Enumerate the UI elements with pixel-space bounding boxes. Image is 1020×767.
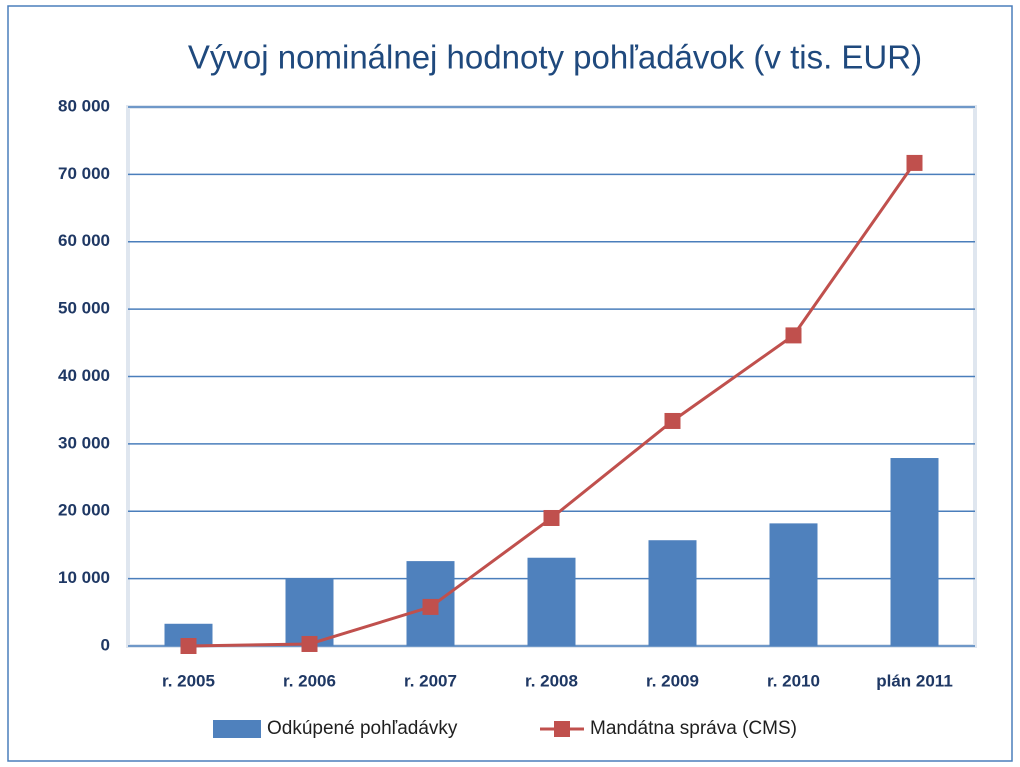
- x-tick-label: r. 2007: [404, 671, 457, 690]
- y-tick-label: 0: [101, 635, 110, 654]
- y-tick-label: 70 000: [58, 164, 110, 183]
- marker: [301, 635, 318, 652]
- bar: [890, 458, 939, 646]
- marker: [785, 327, 802, 344]
- marker: [543, 509, 560, 526]
- bar: [285, 578, 334, 646]
- bar: [164, 623, 213, 646]
- x-tick-label: r. 2009: [646, 671, 699, 690]
- bar: [769, 523, 818, 646]
- legend-label: Mandátna správa (CMS): [590, 718, 797, 739]
- y-tick-label: 40 000: [58, 366, 110, 385]
- x-tick-label: r. 2006: [283, 671, 336, 690]
- y-tick-label: 30 000: [58, 433, 110, 452]
- x-tick-label: plán 2011: [876, 671, 953, 690]
- legend-swatch: [213, 720, 261, 738]
- legend-label: Odkúpené pohľadávky: [267, 718, 458, 739]
- x-tick-label: r. 2008: [525, 671, 578, 690]
- bar: [648, 540, 697, 646]
- x-tick-label: r. 2010: [767, 671, 820, 690]
- y-tick-label: 60 000: [58, 231, 110, 250]
- chart-title: Vývoj nominálnej hodnoty pohľadávok (v t…: [188, 39, 922, 76]
- marker: [664, 412, 681, 429]
- marker: [422, 598, 439, 615]
- y-tick-label: 50 000: [58, 299, 110, 318]
- marker: [180, 638, 197, 654]
- y-tick-label: 10 000: [58, 568, 110, 587]
- bar: [527, 557, 576, 646]
- marker: [906, 154, 923, 171]
- x-tick-label: r. 2005: [162, 671, 215, 690]
- y-tick-label: 80 000: [58, 96, 110, 115]
- y-tick-label: 20 000: [58, 501, 110, 520]
- legend-marker: [554, 721, 570, 737]
